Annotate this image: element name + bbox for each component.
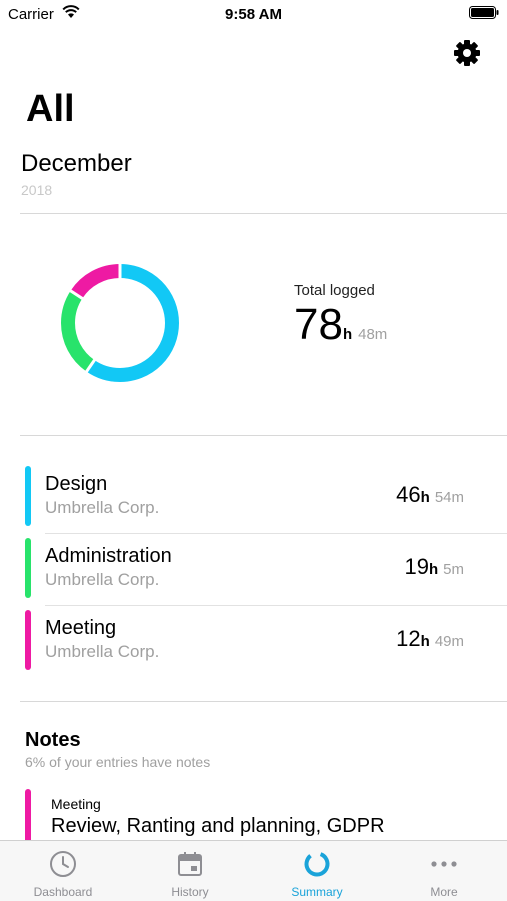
battery-icon — [469, 6, 499, 19]
note-color-bar — [25, 789, 31, 849]
month-label[interactable]: December — [21, 150, 132, 177]
summary-donut-chart — [61, 263, 179, 382]
divider — [20, 213, 507, 214]
project-duration: 46h 54m — [396, 482, 464, 508]
tab-dashboard[interactable]: Dashboard — [0, 841, 126, 901]
project-color-bar — [25, 610, 31, 670]
total-minutes: 48m — [358, 326, 388, 343]
tab-label: More — [430, 885, 458, 899]
calendar-icon — [178, 852, 202, 876]
project-client: Umbrella Corp. — [45, 498, 160, 517]
project-hours-unit: h — [428, 561, 439, 578]
year-label: 2018 — [21, 182, 53, 198]
note-text[interactable]: Review, Ranting and planning, GDPR — [51, 815, 385, 837]
divider — [20, 435, 507, 436]
tab-more[interactable]: More — [381, 841, 507, 901]
project-row-administration[interactable]: Administration Umbrella Corp. 19h 5m — [0, 534, 507, 606]
row-separator — [45, 605, 507, 606]
project-hours: 46 — [396, 482, 421, 507]
notes-subtitle: 6% of your entries have notes — [25, 754, 211, 770]
tab-bar: Dashboard History Summary More — [0, 840, 507, 901]
project-hours-unit: h — [420, 489, 430, 506]
donut-segment-administration — [61, 264, 179, 382]
tab-label: Summary — [291, 885, 343, 899]
project-row-design[interactable]: Design Umbrella Corp. 46h 54m — [0, 462, 507, 534]
note-category[interactable]: Meeting — [51, 796, 101, 812]
project-row-meeting[interactable]: Meeting Umbrella Corp. 12h 49m — [0, 606, 507, 678]
project-minutes: 54m — [434, 489, 464, 506]
clock-icon — [50, 851, 76, 877]
total-hours-unit: h — [342, 326, 353, 343]
donut-chart-icon — [304, 851, 330, 877]
total-hours: 78 — [294, 300, 343, 349]
project-duration: 19h 5m — [405, 554, 465, 580]
tab-label: Dashboard — [33, 885, 93, 899]
total-logged-value: 78h 48m — [294, 300, 387, 350]
total-logged-label: Total logged — [294, 282, 375, 299]
project-client: Umbrella Corp. — [45, 570, 160, 589]
project-duration: 12h 49m — [396, 626, 464, 652]
project-client: Umbrella Corp. — [45, 642, 160, 661]
project-hours: 12 — [396, 626, 421, 651]
status-time: 9:58 AM — [225, 6, 282, 23]
project-color-bar — [25, 538, 31, 598]
project-name: Administration — [45, 545, 172, 567]
donut-segment-separator — [84, 358, 97, 374]
more-dots-icon — [431, 861, 457, 867]
carrier-label: Carrier — [8, 6, 54, 23]
project-hours-unit: h — [420, 633, 430, 650]
project-color-bar — [25, 466, 31, 526]
tab-label: History — [171, 885, 209, 899]
gear-icon[interactable] — [452, 38, 482, 68]
project-name: Design — [45, 473, 108, 495]
project-name: Meeting — [45, 617, 117, 639]
notes-title: Notes — [25, 729, 81, 751]
page-title: All — [26, 88, 75, 130]
project-minutes: 49m — [434, 633, 464, 650]
tab-history[interactable]: History — [127, 841, 253, 901]
status-bar: Carrier 9:58 AM — [0, 0, 507, 28]
wifi-icon — [62, 5, 80, 18]
donut-segment-separator — [68, 288, 84, 301]
project-hours: 19 — [404, 554, 429, 579]
tab-summary[interactable]: Summary — [254, 841, 380, 901]
row-separator — [45, 533, 507, 534]
divider — [20, 701, 507, 702]
project-minutes: 5m — [443, 561, 464, 578]
